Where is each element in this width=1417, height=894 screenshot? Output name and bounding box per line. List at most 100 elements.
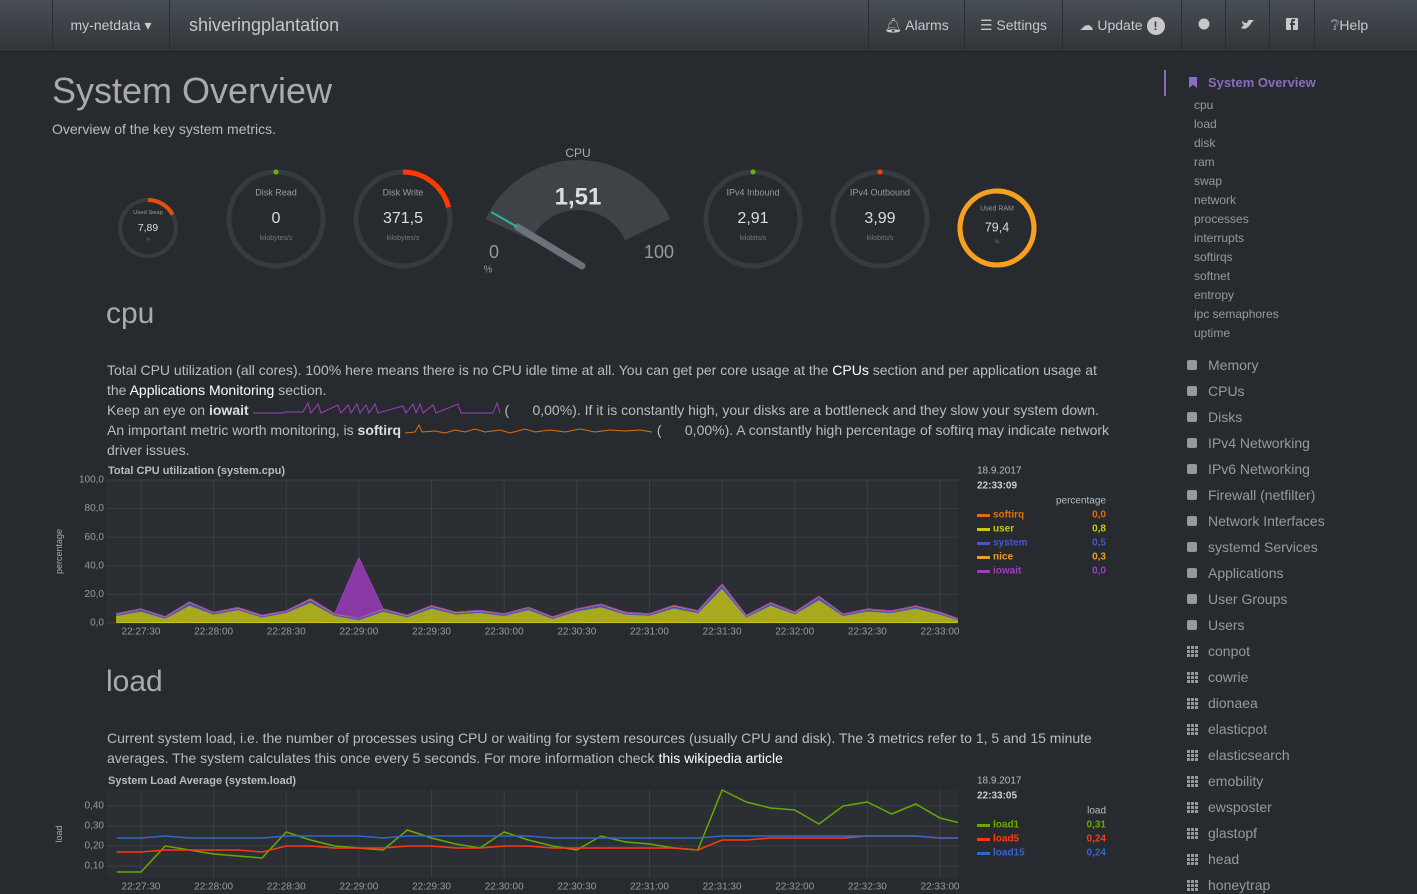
sidebar-section[interactable]: User Groups [1208, 591, 1288, 607]
sidebar-section[interactable]: CPUs [1208, 383, 1245, 399]
sidebar-subitem[interactable]: swap [1194, 174, 1223, 188]
github-button[interactable] [1181, 0, 1225, 51]
legend-swatch [977, 852, 990, 855]
sidebar-subitem[interactable]: network [1194, 193, 1237, 207]
x-tick-label: 22:28:00 [194, 627, 233, 638]
legend-name[interactable]: user [993, 524, 1014, 535]
sidebar-subitem[interactable]: uptime [1194, 326, 1231, 340]
twitter-icon [1241, 19, 1254, 29]
gauge-title: IPv4 Outbound [850, 187, 910, 197]
sidebar-section[interactable]: Memory [1208, 357, 1259, 373]
legend-name[interactable]: load15 [993, 848, 1025, 859]
sidebar-section[interactable]: cowrie [1208, 669, 1249, 685]
section-icon [1187, 438, 1197, 448]
sidebar-section[interactable]: head [1208, 851, 1240, 867]
sidebar-section[interactable]: emobility [1208, 773, 1264, 789]
settings-button[interactable]: ☰ Settings [964, 0, 1062, 51]
section-icon [1187, 828, 1198, 839]
y-tick-label: 0,30 [85, 821, 105, 832]
sidebar-section[interactable]: Users [1208, 617, 1245, 633]
legend-units: percentage [1056, 496, 1106, 507]
gauge-arc [957, 188, 1037, 268]
sidebar-section[interactable]: Firewall (netfilter) [1208, 487, 1316, 503]
legend-name[interactable]: softirq [993, 510, 1024, 521]
sidebar-section[interactable]: dionaea [1208, 695, 1258, 711]
sidebar-subitem[interactable]: processes [1194, 212, 1249, 226]
brand-menu[interactable]: my-netdata ▾ [52, 0, 170, 51]
sidebar-subitem[interactable]: ipc semaphores [1194, 307, 1279, 321]
link[interactable]: this wikipedia article [658, 750, 783, 766]
button-label: Settings [996, 17, 1048, 33]
legend-name[interactable]: load5 [993, 834, 1020, 845]
legend-name[interactable]: system [993, 538, 1028, 549]
gauge-unit: % [146, 237, 150, 242]
alarms-button[interactable]: 🔔︎ Alarms [868, 0, 964, 51]
plot-area [107, 480, 958, 623]
y-tick-label: 100,0 [79, 475, 104, 486]
x-tick-label: 22:31:00 [630, 882, 669, 893]
metric-name: iowait [208, 402, 249, 418]
sidebar-subitem[interactable]: softirqs [1194, 250, 1233, 264]
section-icon [1187, 360, 1197, 370]
twitter-button[interactable] [1225, 0, 1269, 51]
sidebar-subitem[interactable]: cpu [1194, 98, 1214, 112]
sidebar-active-item[interactable]: System Overview [1208, 75, 1316, 90]
x-tick-label: 22:32:30 [848, 627, 887, 638]
legend-swatch [977, 542, 990, 545]
legend-value: 0,0 [1092, 566, 1106, 577]
y-tick-label: 80,0 [85, 503, 105, 514]
sidebar-section[interactable]: elasticsearch [1208, 747, 1290, 763]
x-tick-label: 22:28:00 [194, 882, 233, 893]
gauge-max: 100 [644, 242, 674, 262]
sidebar-subitem[interactable]: interrupts [1194, 231, 1245, 245]
sidebar-section[interactable]: Network Interfaces [1208, 513, 1325, 529]
value: 0,00% [532, 402, 573, 418]
legend-swatch [977, 528, 990, 531]
gauge-min: 0 [489, 242, 499, 262]
legend-name[interactable]: nice [993, 552, 1013, 563]
sidebar-subitem[interactable]: entropy [1194, 288, 1235, 302]
legend-name[interactable]: iowait [993, 566, 1022, 577]
sidebar-section[interactable]: ewsposter [1208, 799, 1272, 815]
legend-swatch [977, 570, 990, 573]
sidebar-section[interactable]: honeytrap [1208, 877, 1271, 893]
link[interactable]: Applications Monitoring [129, 382, 275, 398]
section-description: Total CPU utilization (all cores). 100% … [107, 360, 1119, 460]
text: An important metric worth monitoring, is [107, 422, 358, 438]
legend-name[interactable]: load1 [993, 820, 1020, 831]
section-icon [1187, 776, 1198, 787]
sidebar-subitem[interactable]: load [1194, 117, 1217, 131]
gauge-arc [147, 198, 175, 216]
sidebar-section[interactable]: conpot [1208, 643, 1251, 659]
update-button[interactable]: ☁ Update! [1062, 0, 1181, 51]
y-tick-label: 0,0 [90, 618, 104, 629]
sidebar-section[interactable]: systemd Services [1208, 539, 1318, 555]
plot [116, 788, 958, 873]
sidebar-section[interactable]: elasticpot [1208, 721, 1268, 737]
sidebar-section[interactable]: Applications [1208, 565, 1284, 581]
gauge-title: Used Swap [133, 210, 163, 216]
link[interactable]: CPUs [832, 362, 869, 378]
metric-name: softirq [357, 422, 402, 438]
sidebar-subitem[interactable]: disk [1194, 136, 1216, 150]
sparkline [252, 401, 501, 415]
gauge-title: CPU [565, 146, 590, 160]
section-icon [1187, 516, 1197, 526]
y-tick-label: 20,0 [85, 589, 105, 600]
sidebar-section[interactable]: IPv6 Networking [1208, 461, 1310, 477]
sidebar-subitem[interactable]: ram [1194, 155, 1215, 169]
y-tick-label: 60,0 [85, 532, 105, 543]
help-button[interactable]: ❔︎Help [1314, 0, 1417, 51]
sidebar-subitem[interactable]: softnet [1194, 269, 1231, 283]
legend-time: 22:33:09 [977, 481, 1017, 492]
sidebar-section[interactable]: glastopf [1208, 825, 1258, 841]
section-icon [1187, 464, 1197, 474]
gauge-unit: kilobytes/s [387, 235, 420, 242]
legend-value: 0,24 [1087, 848, 1107, 859]
legend-value: 0,0 [1092, 510, 1106, 521]
facebook-button[interactable] [1269, 0, 1314, 51]
x-tick-label: 22:33:00 [921, 882, 960, 893]
sidebar-section[interactable]: Disks [1208, 409, 1243, 425]
github-icon [1198, 18, 1209, 30]
sidebar-section[interactable]: IPv4 Networking [1208, 435, 1310, 451]
